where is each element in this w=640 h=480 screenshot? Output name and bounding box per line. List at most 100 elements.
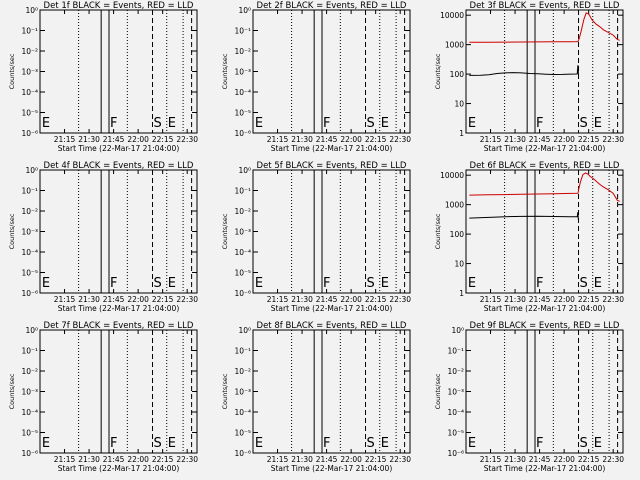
chart-title: Det 9f BLACK = Events, RED = LLD xyxy=(470,321,620,331)
y-tick-label: 10⁻³ xyxy=(234,68,251,77)
x-tick-label: 21:30 xyxy=(291,455,313,464)
y-axis-label: Counts/sec xyxy=(221,373,229,409)
x-tick-label: 21:45 xyxy=(103,135,125,144)
event-marker-label: S xyxy=(580,276,588,291)
x-tick-label: 21:45 xyxy=(103,295,125,304)
x-tick-label: 22:30 xyxy=(176,135,198,144)
event-marker-label: E xyxy=(42,276,50,291)
y-axis-label: Counts/sec xyxy=(221,213,229,249)
x-tick-label: 22:00 xyxy=(127,455,149,464)
y-tick-label: 10⁻¹ xyxy=(21,347,38,356)
chart-title: Det 5f BLACK = Events, RED = LLD xyxy=(257,161,407,171)
x-tick-label: 22:00 xyxy=(127,295,149,304)
y-tick-label: 10 xyxy=(454,100,464,109)
y-tick-label: 10⁻¹ xyxy=(234,187,251,196)
plot-frame xyxy=(39,329,198,454)
event-marker-label: E xyxy=(168,276,176,291)
y-tick-label: 10⁻⁴ xyxy=(234,408,251,417)
y-tick-label: 10⁻⁴ xyxy=(234,88,251,97)
series-line-events xyxy=(469,212,579,221)
x-axis-label: Start Time (22-Mar-17 21:04:00) xyxy=(484,144,606,153)
x-tick-label: 21:15 xyxy=(480,295,502,304)
y-tick-label: 10⁻⁵ xyxy=(234,269,251,278)
y-tick-label: 10⁰ xyxy=(238,6,251,15)
y-tick-label: 10⁻¹ xyxy=(234,347,251,356)
event-marker-label: E xyxy=(468,276,476,291)
x-tick-label: 21:30 xyxy=(504,135,526,144)
x-tick-label: 22:00 xyxy=(340,455,362,464)
event-marker-label: S xyxy=(580,116,588,131)
x-tick-label: 22:00 xyxy=(340,295,362,304)
y-tick-label: 10⁻² xyxy=(234,47,251,56)
y-tick-label: 10⁻⁵ xyxy=(21,109,38,118)
event-marker-label: F xyxy=(110,436,117,451)
event-marker-label: E xyxy=(381,436,389,451)
x-tick-label: 22:30 xyxy=(389,295,411,304)
plot-frame xyxy=(252,169,411,294)
event-marker-label: S xyxy=(154,436,162,451)
x-axis-label: Start Time (22-Mar-17 21:04:00) xyxy=(58,464,180,473)
y-tick-label: 10⁰ xyxy=(25,166,38,175)
y-tick-label: 10⁻² xyxy=(21,207,38,216)
x-tick-label: 21:15 xyxy=(54,455,76,464)
y-axis-label: Counts/sec xyxy=(8,53,16,89)
event-marker-label: F xyxy=(536,276,543,291)
x-tick-label: 21:15 xyxy=(54,295,76,304)
chart-title: Det 6f BLACK = Events, RED = LLD xyxy=(470,161,620,171)
y-tick-label: 10⁻² xyxy=(21,367,38,376)
series-line-lld xyxy=(469,12,620,43)
plot-frame xyxy=(252,329,411,454)
event-marker-label: F xyxy=(323,436,330,451)
event-marker-label: S xyxy=(367,116,375,131)
event-marker-label: F xyxy=(110,276,117,291)
x-axis-label: Start Time (22-Mar-17 21:04:00) xyxy=(271,304,393,313)
event-marker-label: E xyxy=(594,436,602,451)
y-tick-label: 10⁰ xyxy=(25,326,38,335)
x-axis-label: Start Time (22-Mar-17 21:04:00) xyxy=(271,464,393,473)
y-tick-label: 10⁻³ xyxy=(447,388,464,397)
event-marker-label: E xyxy=(168,116,176,131)
x-tick-label: 21:30 xyxy=(291,135,313,144)
y-tick-label: 10⁻⁴ xyxy=(234,248,251,257)
plot-frame xyxy=(39,169,198,294)
y-tick-label: 10⁻⁴ xyxy=(447,408,464,417)
event-marker-label: E xyxy=(468,436,476,451)
y-axis-label: Counts/sec xyxy=(8,373,16,409)
event-marker-label: S xyxy=(154,116,162,131)
y-tick-label: 10⁻¹ xyxy=(447,347,464,356)
chart-title: Det 4f BLACK = Events, RED = LLD xyxy=(44,161,194,171)
x-tick-label: 22:15 xyxy=(365,135,387,144)
x-tick-label: 21:45 xyxy=(316,295,338,304)
x-tick-label: 22:30 xyxy=(389,455,411,464)
y-tick-label: 10⁻⁶ xyxy=(447,449,464,458)
y-tick-label: 10⁻⁶ xyxy=(234,129,251,138)
y-tick-label: 10⁻¹ xyxy=(21,27,38,36)
event-marker-label: E xyxy=(594,116,602,131)
x-tick-label: 22:15 xyxy=(152,295,174,304)
y-axis-label: Counts/sec xyxy=(8,213,16,249)
x-tick-label: 22:15 xyxy=(578,295,600,304)
series-line-lld xyxy=(469,172,620,202)
y-tick-label: 10⁻³ xyxy=(234,388,251,397)
x-tick-label: 22:30 xyxy=(602,135,624,144)
x-tick-label: 21:15 xyxy=(267,135,289,144)
event-marker-label: F xyxy=(110,116,117,131)
y-tick-label: 10000 xyxy=(440,171,464,180)
x-tick-label: 21:30 xyxy=(78,135,100,144)
x-tick-label: 22:15 xyxy=(578,135,600,144)
y-tick-label: 10⁻⁵ xyxy=(234,429,251,438)
x-tick-label: 21:30 xyxy=(78,295,100,304)
x-tick-label: 22:15 xyxy=(365,455,387,464)
y-tick-label: 10⁻¹ xyxy=(234,27,251,36)
y-tick-label: 10⁻³ xyxy=(234,228,251,237)
x-tick-label: 21:30 xyxy=(504,455,526,464)
event-marker-label: F xyxy=(323,116,330,131)
y-tick-label: 10⁻² xyxy=(234,367,251,376)
event-marker-label: E xyxy=(255,436,263,451)
x-tick-label: 21:45 xyxy=(103,455,125,464)
